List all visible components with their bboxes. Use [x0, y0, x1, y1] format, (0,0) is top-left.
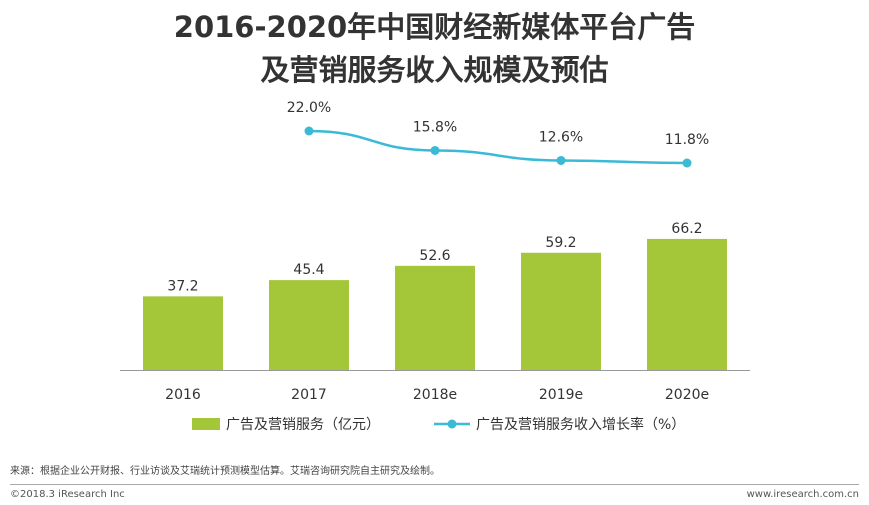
x-tick-label: 2019e — [539, 387, 583, 403]
copyright-text: ©2018.3 iResearch Inc — [10, 489, 125, 500]
growth-rate-point — [682, 158, 692, 168]
growth-rate-label: 22.0% — [287, 100, 331, 116]
growth-rate-point — [430, 145, 440, 155]
bar-data-label: 52.6 — [419, 248, 450, 264]
growth-rate-point — [556, 155, 566, 165]
footer-divider — [10, 484, 859, 485]
source-note: 来源：根据企业公开财报、行业访谈及艾瑞统计预测模型估算。艾瑞咨询研究院自主研究及… — [10, 466, 440, 477]
bar — [269, 280, 349, 370]
x-tick-label: 2018e — [413, 387, 457, 403]
bar-data-label: 66.2 — [671, 221, 702, 237]
chart-title-line2: 及营销服务收入规模及预估 — [260, 53, 609, 87]
x-tick-label: 2017 — [291, 387, 327, 403]
chart-title-line1: 2016-2020年中国财经新媒体平台广告 — [173, 10, 696, 44]
bar — [395, 265, 475, 370]
chart-area: 37.2 45.4 52.6 59.2 66.2 2016 2017 2018e 2019e 20… — [120, 100, 750, 433]
growth-rate-label: 11.8% — [665, 132, 709, 148]
growth-rate-line — [308, 129, 688, 165]
x-tick-label: 2020e — [665, 387, 709, 403]
legend-line-label: 广告及营销服务收入增长率（%） — [476, 416, 685, 433]
bar-data-label: 59.2 — [545, 235, 576, 251]
bar-data-label: 37.2 — [167, 278, 198, 294]
legend-bar-label: 广告及营销服务（亿元） — [226, 417, 380, 433]
x-tick-label: 2016 — [165, 387, 201, 403]
bar-data-label: 45.4 — [293, 262, 324, 278]
legend-line-marker — [447, 419, 457, 429]
bar — [647, 238, 727, 370]
growth-rate-label: 15.8% — [413, 119, 457, 135]
growth-rate-point — [304, 126, 314, 136]
bar — [143, 296, 223, 370]
legend-bar-swatch — [192, 418, 220, 430]
growth-rate-label: 12.6% — [539, 129, 583, 145]
bar — [521, 252, 601, 370]
website-url: www.iresearch.com.cn — [746, 489, 859, 500]
